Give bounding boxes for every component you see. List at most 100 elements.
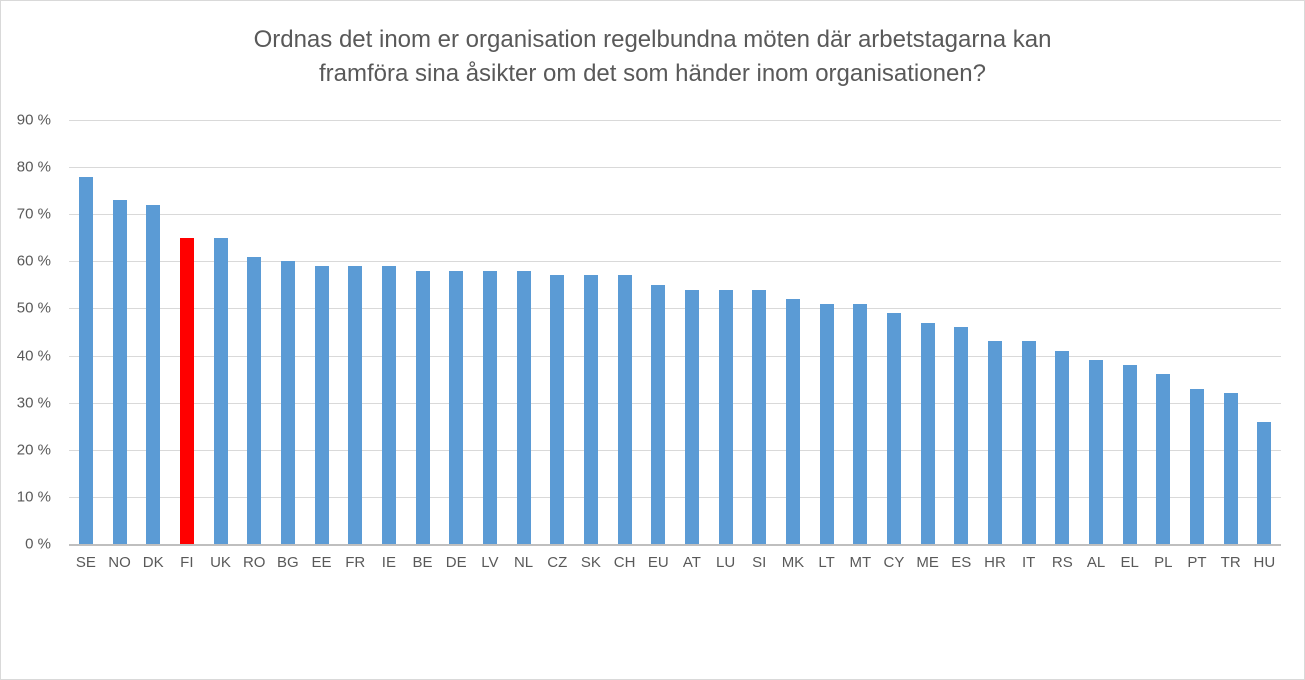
- bar-AL: [1088, 360, 1103, 544]
- bar-slot-TR: [1214, 120, 1248, 544]
- bar-slot-UK: [204, 120, 238, 544]
- x-tick-label-DK: DK: [142, 554, 164, 571]
- x-tick-label-EE: EE: [311, 554, 332, 571]
- bar-EL: [1122, 364, 1137, 544]
- gridline-60: [69, 261, 1281, 263]
- gridline-20: [69, 449, 1281, 451]
- y-tick-label-20: 20 %: [16, 441, 51, 459]
- x-tick-label-TR: TR: [1220, 554, 1241, 571]
- y-tick-label-40: 40 %: [16, 347, 51, 365]
- bar-BG: [280, 261, 295, 544]
- bar-slot-MK: [776, 120, 810, 544]
- gridline-80: [69, 167, 1281, 169]
- x-tick-label-BE: BE: [412, 554, 433, 571]
- bar-slot-SK: [574, 120, 608, 544]
- bar-slot-RS: [1045, 120, 1079, 544]
- x-tick-label-RS: RS: [1051, 554, 1073, 571]
- x-tick-label-ME: ME: [916, 554, 939, 571]
- x-tick-label-AT: AT: [682, 554, 701, 571]
- bar-slot-IE: [372, 120, 406, 544]
- x-tick-label-MT: MT: [849, 554, 872, 571]
- bar-EE: [314, 266, 329, 544]
- bar-slot-HR: [978, 120, 1012, 544]
- bar-BE: [415, 270, 430, 544]
- bar-slot-RO: [237, 120, 271, 544]
- bar-slot-DK: [136, 120, 170, 544]
- x-tick-label-MK: MK: [781, 554, 805, 571]
- bar-slot-DE: [439, 120, 473, 544]
- x-tick-label-NO: NO: [108, 554, 131, 571]
- y-axis: 0 % 10 % 20 % 30 % 40 % 50 % 60 % 70 % 80 % 90 %: [1, 112, 57, 553]
- gridline-70: [69, 214, 1281, 216]
- bar-DE: [449, 270, 464, 544]
- bar-LT: [819, 303, 834, 544]
- gridline-40: [69, 355, 1281, 357]
- x-tick-label-IT: IT: [1021, 554, 1036, 571]
- x-tick-label-FR: FR: [345, 554, 366, 571]
- gridline-90: [69, 120, 1281, 121]
- chart-title: Ordnas det inom er organisation regelbun…: [1, 23, 1304, 91]
- bar-ME: [920, 322, 935, 544]
- bar-AT: [684, 289, 699, 544]
- bar-slot-HU: [1248, 120, 1282, 544]
- x-tick-label-PT: PT: [1187, 554, 1207, 571]
- bars: [69, 120, 1281, 544]
- bar-RO: [247, 256, 262, 544]
- bar-slot-AT: [675, 120, 709, 544]
- x-axis: SE NO DK FI UK RO BG EE FR IE BE DE LV NL CZ SK CH EU AT LU…: [69, 553, 1281, 573]
- gridline-50: [69, 308, 1281, 310]
- bar-SK: [583, 275, 598, 544]
- bar-slot-NO: [103, 120, 137, 544]
- x-tick-label-LT: LT: [818, 554, 835, 571]
- bar-DK: [146, 204, 161, 544]
- bar-slot-BG: [271, 120, 305, 544]
- bar-LV: [482, 270, 497, 544]
- bar-slot-MT: [843, 120, 877, 544]
- x-tick-label-LV: LV: [481, 554, 499, 571]
- bar-NO: [112, 200, 127, 544]
- y-tick-label-50: 50 %: [16, 299, 51, 317]
- bar-slot-LU: [709, 120, 743, 544]
- bar-slot-EL: [1113, 120, 1147, 544]
- bar-SI: [752, 289, 767, 544]
- bar-slot-ES: [944, 120, 978, 544]
- x-tick-label-SE: SE: [75, 554, 96, 571]
- bar-CZ: [550, 275, 565, 544]
- x-tick-label-AL: AL: [1086, 554, 1106, 571]
- chart-title-line-2: framföra sina åsikter om det som händer …: [318, 60, 986, 87]
- bar-FR: [348, 266, 363, 544]
- bar-CH: [617, 275, 632, 544]
- bar-slot-ME: [911, 120, 945, 544]
- x-tick-label-CZ: CZ: [547, 554, 568, 571]
- x-tick-label-FI: FI: [180, 554, 194, 571]
- bar-slot-PL: [1147, 120, 1181, 544]
- bar-UK: [213, 237, 228, 544]
- bar-slot-CY: [877, 120, 911, 544]
- chart-title-line-1: Ordnas det inom er organisation regelbun…: [253, 26, 1052, 53]
- bar-slot-AL: [1079, 120, 1113, 544]
- x-tick-label-CH: CH: [613, 554, 636, 571]
- x-tick-label-SK: SK: [580, 554, 601, 571]
- bar-slot-PT: [1180, 120, 1214, 544]
- y-tick-label-10: 10 %: [16, 488, 51, 506]
- x-tick-label-ES: ES: [951, 554, 972, 571]
- bar-IT: [1021, 341, 1036, 544]
- bar-FI: [179, 237, 194, 544]
- x-tick-label-BG: BG: [277, 554, 299, 571]
- x-tick-label-RO: RO: [242, 554, 266, 571]
- bar-CY: [886, 313, 901, 544]
- gridline-30: [69, 402, 1281, 404]
- plot-area: [69, 120, 1281, 546]
- bar-LU: [718, 289, 733, 544]
- bar-slot-LT: [810, 120, 844, 544]
- bar-HU: [1257, 421, 1272, 544]
- y-tick-label-70: 70 %: [16, 205, 51, 223]
- bar-SE: [78, 176, 93, 544]
- gridline-10: [69, 496, 1281, 498]
- bar-slot-IT: [1012, 120, 1046, 544]
- bar-slot-LV: [473, 120, 507, 544]
- y-tick-label-0: 0 %: [25, 535, 51, 553]
- bar-RS: [1055, 350, 1070, 544]
- bar-slot-CZ: [540, 120, 574, 544]
